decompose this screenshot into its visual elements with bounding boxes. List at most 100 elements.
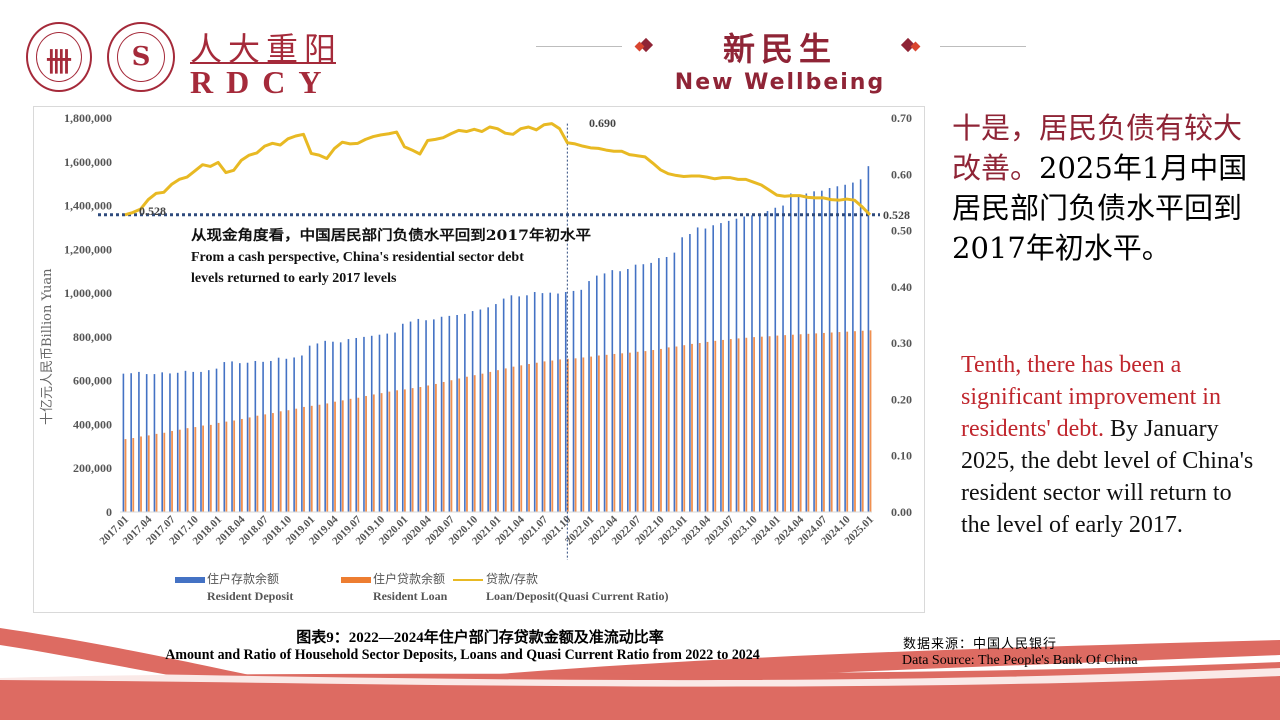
loan-bar (155, 433, 158, 512)
title-left-rule (536, 46, 622, 47)
loan-bar (349, 398, 352, 512)
loan-bar (334, 401, 336, 512)
section-title-en: New Wellbeing (674, 70, 886, 95)
deposit-bar (161, 372, 163, 512)
deposit-bar (192, 371, 195, 512)
y-tick-label: 1,800,000 (64, 111, 112, 125)
loan-bar (380, 393, 383, 512)
section-title-cn: 新民生 (722, 30, 837, 68)
loan-bar (318, 404, 321, 512)
deposit-bar (828, 188, 831, 513)
loan-bar (714, 340, 717, 512)
deposit-bar (549, 292, 552, 512)
loan-bar (217, 422, 220, 512)
loan-bar (178, 429, 181, 512)
legend-deposit-cn: 住户存款余额 (207, 571, 279, 586)
annotation-note-en-2: levels returned to early 2017 levels (191, 271, 397, 286)
deposit-bar (580, 289, 583, 512)
loan-bar (629, 352, 631, 512)
summary-cn-body: 2025年1月中国居民部门负债水平回到2017年初水平。 (952, 151, 1248, 265)
deposit-bar (790, 193, 792, 512)
loan-bar (256, 415, 259, 512)
deposit-bar (169, 373, 171, 512)
deposit-bar (378, 334, 381, 512)
legend-loan-cn: 住户贷款余额 (373, 571, 445, 586)
loan-bar (636, 351, 639, 512)
loan-bar (225, 421, 228, 512)
deposit-bar (533, 292, 536, 512)
loan-bar (403, 389, 406, 512)
y2-tick-label: 0.10 (891, 449, 912, 463)
deposit-bar (153, 374, 156, 512)
y-tick-label: 1,400,000 (64, 199, 112, 213)
deposit-bar (619, 271, 621, 512)
loan-bar (566, 358, 569, 512)
loan-bar (869, 330, 872, 512)
loan-bar (644, 351, 647, 512)
loan-bar (248, 417, 251, 512)
deposit-bar (316, 343, 319, 512)
deposit-bar (564, 292, 567, 512)
loan-bar (768, 336, 771, 512)
loan-bar (691, 343, 693, 512)
loan-bar (264, 414, 267, 512)
deposit-bar (417, 318, 420, 512)
deposit-bar (859, 179, 862, 513)
deposit-bar (176, 372, 179, 512)
deposit-bar (681, 237, 683, 513)
annotation-note-cn: 从现金角度看，中国居民部门负债水平回到2017年初水平 (191, 227, 591, 244)
loan-bar (435, 383, 437, 512)
deposit-bar (184, 370, 187, 512)
deposit-bar (735, 218, 738, 512)
deposit-bar (285, 358, 288, 512)
loan-bar (310, 405, 313, 512)
loan-bar (799, 334, 802, 512)
deposit-bar (557, 293, 559, 512)
loan-bar (388, 391, 391, 512)
renmin-university-seal-logo: 卌 (26, 22, 92, 92)
loan-bar (473, 375, 476, 512)
deposit-bar (339, 342, 342, 512)
loan-bar (559, 359, 561, 512)
deposit-bar (766, 211, 769, 512)
chart-frame (33, 106, 925, 613)
deposit-bar (308, 345, 311, 512)
loan-bar (861, 330, 864, 512)
y2-tick-label: 0.20 (891, 392, 912, 406)
deposit-bar (262, 361, 264, 512)
loan-bar (372, 394, 375, 512)
deposit-bar (433, 319, 435, 512)
legend-swatch-loan (341, 577, 371, 583)
deposit-bar (270, 360, 272, 512)
legend-deposit-en: Resident Deposit (207, 589, 293, 603)
start-ratio-label: 0.528 (139, 204, 166, 218)
deposit-bar (642, 264, 645, 512)
deposit-bar (200, 371, 202, 512)
loan-bar (621, 353, 624, 512)
loan-bar (784, 335, 787, 512)
deposit-bar (495, 304, 497, 512)
deposit-bar (301, 355, 303, 512)
summary-en: Tenth, there has been a significant impr… (961, 349, 1261, 541)
y2-tick-label: 0.60 (891, 167, 912, 181)
deposit-bar (696, 227, 699, 512)
loan-bar (365, 395, 367, 512)
loan-bar (590, 356, 593, 512)
legend-ratio-en: Loan/Deposit(Quasi Current Ratio) (486, 589, 668, 603)
loan-bar (233, 420, 236, 512)
loan-bar (776, 335, 779, 512)
deposit-bar (526, 295, 528, 512)
deposit-bar (215, 368, 218, 512)
loan-bar (489, 371, 492, 512)
loan-bar (605, 354, 608, 512)
brand-name-cn: 人大重阳 (190, 30, 343, 68)
loan-bar (396, 390, 399, 512)
loan-bar (411, 388, 414, 512)
summary-en-highlight: Tenth, there has been a significant impr… (961, 352, 1221, 442)
loan-bar (815, 333, 818, 512)
loan-bar (838, 332, 841, 512)
deposit-bar (479, 309, 482, 512)
deposit-bar (394, 332, 396, 512)
loan-bar (466, 376, 468, 512)
loan-bar (675, 346, 678, 512)
